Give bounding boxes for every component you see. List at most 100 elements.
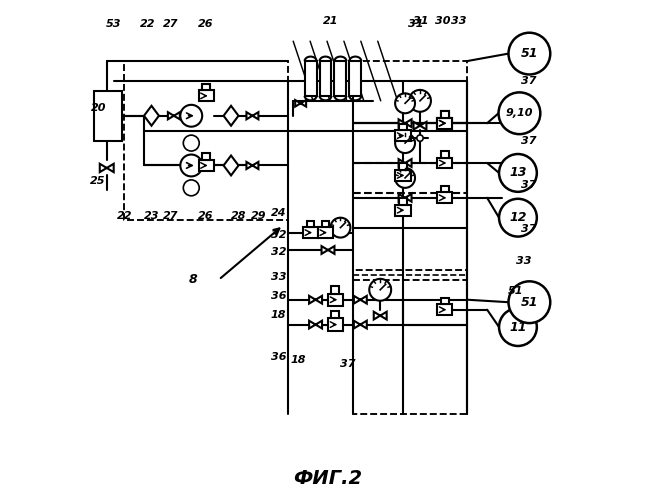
Text: 27: 27 (163, 211, 178, 221)
Text: 37: 37 (521, 76, 537, 86)
Text: 13: 13 (509, 166, 527, 179)
Polygon shape (399, 159, 411, 167)
Text: 25: 25 (91, 176, 106, 186)
Bar (307, 220, 314, 227)
Polygon shape (354, 296, 367, 304)
Bar (203, 154, 210, 160)
Circle shape (331, 218, 350, 238)
Text: 22: 22 (117, 211, 132, 221)
Text: 36: 36 (271, 352, 286, 362)
Bar (199, 90, 214, 102)
Text: 27: 27 (163, 19, 178, 29)
Text: 8: 8 (189, 274, 197, 286)
Text: 26: 26 (197, 211, 213, 221)
Bar (441, 111, 449, 117)
Bar (441, 111, 449, 117)
Text: 18: 18 (291, 356, 306, 366)
Bar (331, 311, 339, 318)
Bar (327, 294, 343, 306)
Bar (399, 124, 407, 130)
Circle shape (499, 92, 541, 134)
Text: 29: 29 (251, 211, 266, 221)
Bar (438, 118, 452, 128)
Text: 23: 23 (144, 211, 159, 221)
Text: 53: 53 (106, 19, 121, 29)
Circle shape (180, 105, 202, 126)
Circle shape (417, 135, 423, 141)
Circle shape (499, 308, 537, 346)
Bar (327, 318, 343, 331)
Bar (335, 61, 346, 96)
Text: 21: 21 (323, 16, 338, 26)
Bar (438, 158, 452, 168)
Text: 28: 28 (231, 211, 247, 221)
Circle shape (395, 168, 415, 188)
Text: 30: 30 (435, 16, 451, 26)
Bar (395, 170, 411, 181)
Text: 9,10: 9,10 (506, 108, 533, 118)
Text: 32: 32 (271, 230, 286, 240)
Circle shape (183, 180, 199, 196)
Polygon shape (247, 162, 258, 169)
Bar (441, 151, 449, 158)
Bar (438, 118, 452, 128)
Polygon shape (374, 312, 386, 320)
Bar (203, 84, 210, 90)
Text: 12: 12 (509, 211, 527, 224)
Text: 20: 20 (91, 104, 107, 114)
Text: 18: 18 (271, 310, 286, 320)
Bar (395, 205, 411, 216)
Bar (395, 130, 411, 141)
Bar (318, 227, 333, 238)
Polygon shape (399, 194, 411, 202)
Bar (94, 91, 121, 140)
Polygon shape (168, 112, 180, 120)
Text: ФИГ.2: ФИГ.2 (293, 469, 363, 488)
Bar (438, 192, 452, 203)
Text: 22: 22 (140, 19, 155, 29)
Circle shape (395, 94, 415, 114)
Bar (304, 61, 317, 96)
Text: 51: 51 (508, 286, 523, 296)
Text: 37: 37 (340, 360, 356, 370)
Polygon shape (309, 296, 322, 304)
Text: 51: 51 (521, 47, 538, 60)
Polygon shape (399, 120, 411, 127)
Bar (350, 61, 361, 96)
Text: 24: 24 (271, 208, 286, 218)
Text: 26: 26 (197, 19, 213, 29)
Text: 32: 32 (271, 248, 286, 258)
Text: 37: 37 (521, 180, 537, 190)
Polygon shape (224, 156, 239, 176)
Text: 31: 31 (407, 19, 423, 29)
Bar (438, 304, 452, 315)
Bar (322, 220, 329, 227)
Polygon shape (100, 164, 113, 172)
Polygon shape (321, 246, 335, 254)
Bar (331, 286, 339, 294)
Circle shape (499, 154, 537, 192)
Text: 51: 51 (521, 296, 538, 308)
Text: 37: 37 (521, 224, 537, 234)
Text: 36: 36 (271, 290, 286, 300)
Text: 33: 33 (271, 272, 286, 282)
Bar (399, 164, 407, 170)
Circle shape (409, 90, 431, 112)
Polygon shape (309, 320, 322, 328)
Text: 37: 37 (521, 136, 537, 145)
Circle shape (369, 279, 391, 300)
Bar (319, 61, 331, 96)
Polygon shape (413, 122, 426, 130)
Bar (441, 186, 449, 192)
Bar (199, 160, 214, 171)
Circle shape (180, 154, 202, 176)
Circle shape (183, 135, 199, 151)
Bar (399, 198, 407, 205)
Circle shape (508, 32, 550, 74)
Text: 31: 31 (413, 16, 428, 26)
Circle shape (395, 133, 415, 153)
Polygon shape (224, 106, 239, 126)
Text: 33: 33 (451, 16, 467, 26)
Polygon shape (247, 112, 258, 120)
Polygon shape (295, 100, 306, 106)
